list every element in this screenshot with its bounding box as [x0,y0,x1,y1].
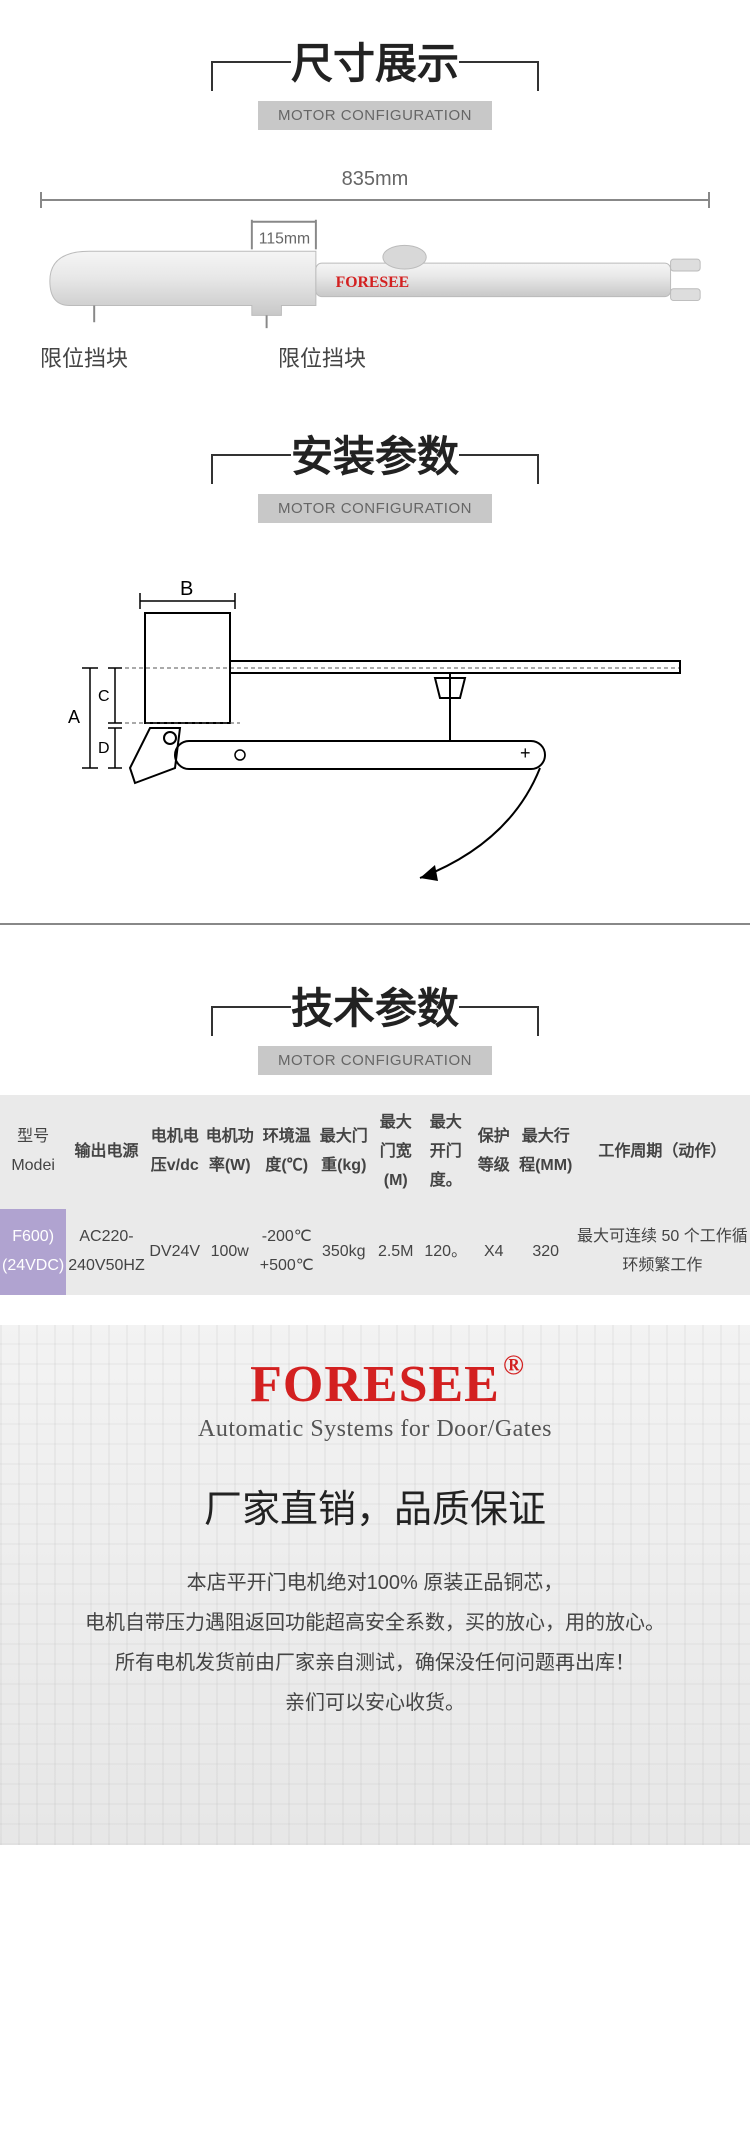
cell-weight: 350kg [317,1209,371,1295]
section-title: 尺寸展示 [291,30,459,91]
desc-line: 本店平开门电机绝对100% 原装正品铜芯， [40,1563,710,1603]
cell-voltage: DV24V [147,1209,203,1295]
label-stopper-2: 限位挡块 [278,341,366,373]
col-temp: 环境温度(℃) [257,1095,317,1209]
badge-motor-config: MOTOR CONFIGURATION [258,101,492,130]
cell-temp: -200℃+500℃ [257,1209,317,1295]
brand-subtitle: Automatic Systems for Door/Gates [40,1416,710,1443]
slogan: 厂家直销，品质保证 [40,1478,710,1533]
cell-watt: 100w [203,1209,257,1295]
dim-a-text: A [68,707,80,727]
section-title: 技术参数 [291,975,459,1036]
col-voltage: 电机电压v/dc [147,1095,203,1209]
desc-line: 电机自带压力遇阻返回功能超高安全系数，买的放心，用的放心。 [40,1603,710,1643]
section-title: 安装参数 [291,423,459,484]
cell-cycle: 最大可连续 50 个工作循环频繁工作 [575,1209,750,1295]
col-cycle: 工作周期（动作） [575,1095,750,1209]
title-wrap: 尺寸展示 [291,30,459,91]
dimension-diagram: 835mm 115mm FORESEE [0,150,750,393]
svg-text:+: + [520,743,531,763]
spec-data-row: F600)(24VDC) AC220-240V50HZ DV24V 100w -… [0,1209,750,1295]
col-weight: 最大门重(kg) [317,1095,371,1209]
cell-angle: 120。 [421,1209,471,1295]
cell-stroke: 320 [517,1209,575,1295]
section-header-install: 安装参数 MOTOR CONFIGURATION [0,393,750,543]
brand-text: FORESEE [250,1356,500,1413]
desc-line: 所有电机发货前由厂家亲自测试，确保没任何问题再出库！ [40,1643,710,1683]
dim-d-text: D [98,740,110,757]
spec-header-row: 型号 Modei 输出电源 电机电压v/dc 电机功率(W) 环境温度(℃) 最… [0,1095,750,1209]
col-angle: 最大开门度。 [421,1095,471,1209]
dim-width-label: 835mm [20,160,730,199]
device-brand-text: FORESEE [336,274,410,291]
col-protect: 保护等级 [471,1095,517,1209]
spec-table: 型号 Modei 输出电源 电机电压v/dc 电机功率(W) 环境温度(℃) 最… [0,1095,750,1295]
dim-b-text: B [180,578,193,600]
cell-width: 2.5M [371,1209,421,1295]
cell-protect: X4 [471,1209,517,1295]
section-header-dimensions: 尺寸展示 MOTOR CONFIGURATION [0,0,750,150]
badge-motor-config: MOTOR CONFIGURATION [258,494,492,523]
brand-logo: FORESEE® [250,1355,500,1414]
footer-banner: FORESEE® Automatic Systems for Door/Gate… [0,1325,750,1845]
dim-c-text: C [98,688,110,705]
motor-labels: 限位挡块 限位挡块 [40,341,710,373]
cell-power: AC220-240V50HZ [66,1209,147,1295]
description: 本店平开门电机绝对100% 原装正品铜芯， 电机自带压力遇阻返回功能超高安全系数… [40,1563,710,1723]
divider [0,923,750,925]
badge-motor-config: MOTOR CONFIGURATION [258,1046,492,1075]
cell-model: F600)(24VDC) [0,1209,66,1295]
col-watt: 电机功率(W) [203,1095,257,1209]
motor-illustration: 115mm FORESEE [40,211,710,331]
col-width: 最大门宽(M) [371,1095,421,1209]
dim-height-text: 115mm [259,230,310,247]
col-power: 输出电源 [66,1095,147,1209]
col-stroke: 最大行程(MM) [517,1095,575,1209]
label-stopper-1: 限位挡块 [40,341,128,373]
desc-line: 亲们可以安心收货。 [40,1683,710,1723]
install-diagram: B A C D + [0,543,750,903]
section-header-spec: 技术参数 MOTOR CONFIGURATION [0,945,750,1095]
brand-registered: ® [503,1350,525,1382]
col-model: 型号 Modei [0,1095,66,1209]
